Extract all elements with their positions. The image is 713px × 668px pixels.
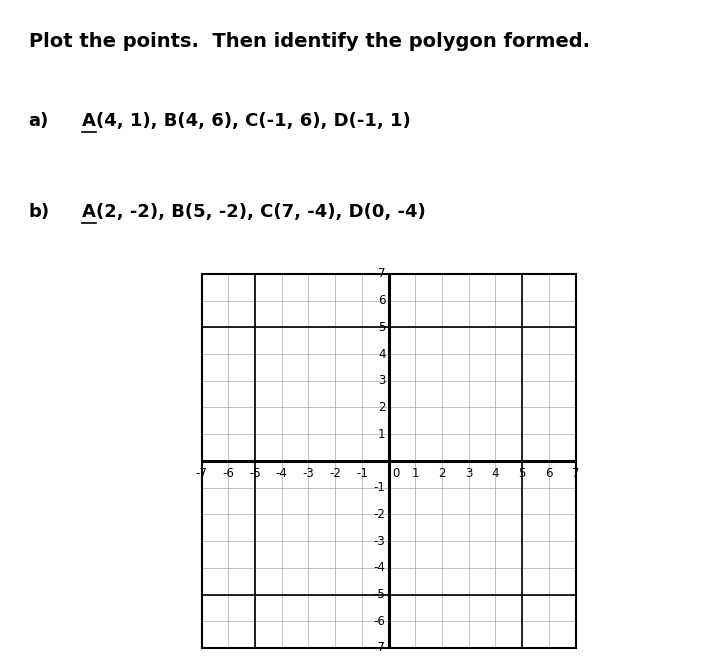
Text: -7: -7 (374, 641, 386, 655)
Text: A: A (82, 203, 96, 221)
Text: -5: -5 (374, 588, 386, 601)
Text: (4, 1), B(4, 6), C(-1, 6), D(-1, 1): (4, 1), B(4, 6), C(-1, 6), D(-1, 1) (96, 112, 411, 130)
Text: 7: 7 (378, 267, 386, 281)
Text: 1: 1 (378, 428, 386, 441)
Text: b): b) (29, 203, 50, 221)
Text: -3: -3 (374, 534, 386, 548)
Text: -5: -5 (249, 467, 261, 480)
Text: -4: -4 (276, 467, 287, 480)
Text: 7: 7 (572, 467, 580, 480)
Text: 5: 5 (378, 321, 386, 334)
Text: a): a) (29, 112, 48, 130)
Text: 4: 4 (378, 347, 386, 361)
Text: 3: 3 (378, 374, 386, 387)
Text: 6: 6 (545, 467, 553, 480)
Text: A: A (82, 112, 96, 130)
Text: 5: 5 (518, 467, 526, 480)
Text: 0: 0 (391, 467, 399, 480)
Text: 3: 3 (465, 467, 473, 480)
Text: -6: -6 (374, 615, 386, 628)
Text: -3: -3 (302, 467, 314, 480)
Text: (2, -2), B(5, -2), C(7, -4), D(0, -4): (2, -2), B(5, -2), C(7, -4), D(0, -4) (96, 203, 426, 221)
Text: -1: -1 (356, 467, 368, 480)
Text: -7: -7 (195, 467, 207, 480)
Text: 1: 1 (411, 467, 419, 480)
Text: -2: -2 (329, 467, 341, 480)
Text: Plot the points.  Then identify the polygon formed.: Plot the points. Then identify the polyg… (29, 32, 590, 51)
Text: 6: 6 (378, 294, 386, 307)
Text: -2: -2 (374, 508, 386, 521)
Text: 2: 2 (378, 401, 386, 414)
Text: 2: 2 (438, 467, 446, 480)
Text: -1: -1 (374, 481, 386, 494)
Text: 4: 4 (492, 467, 499, 480)
Text: -4: -4 (374, 561, 386, 574)
Text: -6: -6 (222, 467, 234, 480)
